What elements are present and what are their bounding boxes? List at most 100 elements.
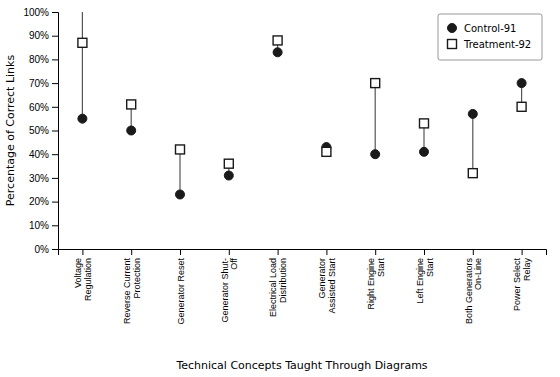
y-tick-label: 10% bbox=[29, 220, 49, 231]
y-axis-line bbox=[52, 13, 59, 250]
x-tick-label-line: Generator Shut- bbox=[220, 258, 230, 323]
x-tick-label: Generator Reset bbox=[176, 258, 186, 325]
chart: 0%10%20%30%40%50%60%70%80%90%100%Voltage… bbox=[0, 0, 560, 377]
y-tick-label: 100% bbox=[23, 7, 49, 18]
x-tick-label: Left EngineStart bbox=[415, 258, 435, 304]
plot: 0%10%20%30%40%50%60%70%80%90%100%Voltage… bbox=[23, 7, 546, 325]
point bbox=[78, 114, 87, 123]
x-tick-mark bbox=[375, 249, 376, 255]
x-tick-label-line: Generator bbox=[317, 258, 327, 299]
x-tick: VoltageRegulation bbox=[73, 249, 93, 301]
y-tick-label: 50% bbox=[29, 125, 49, 136]
x-axis: VoltageRegulation Reverse CurrentProtecti… bbox=[59, 249, 547, 325]
point bbox=[127, 126, 136, 135]
y-tick-mark bbox=[52, 202, 58, 203]
point bbox=[78, 38, 87, 47]
x-tick-mark bbox=[82, 249, 83, 255]
x-tick-label-line: Assisted Start bbox=[327, 258, 337, 314]
legend-label: Control-91 bbox=[464, 23, 516, 34]
x-tick-label-line: Off bbox=[229, 258, 239, 270]
y-tick-mark bbox=[52, 107, 58, 108]
y-tick-mark bbox=[52, 249, 58, 250]
x-tick-mark bbox=[424, 249, 425, 255]
x-tick-label-line: Start bbox=[376, 258, 386, 278]
x-axis-title: Technical Concepts Taught Through Diagra… bbox=[175, 359, 427, 372]
y-tick-label: 90% bbox=[29, 30, 49, 41]
y-tick: 10% bbox=[29, 220, 58, 231]
point bbox=[468, 169, 477, 178]
x-tick-mark bbox=[229, 249, 230, 255]
x-tick: Electrical LoadDistribution bbox=[268, 249, 288, 317]
point bbox=[517, 102, 526, 111]
x-tick: Both GeneratorsOn-Line bbox=[464, 249, 484, 324]
x-tick-mark bbox=[473, 249, 474, 255]
point bbox=[176, 190, 185, 199]
x-tick-label: Power SelectRelay bbox=[512, 258, 532, 312]
y-tick-label: 60% bbox=[29, 102, 49, 113]
y-tick-mark bbox=[52, 154, 58, 155]
y-tick: 40% bbox=[29, 149, 58, 160]
y-tick-mark bbox=[52, 225, 58, 226]
y-tick: 0% bbox=[35, 244, 58, 255]
point bbox=[127, 100, 136, 109]
connector bbox=[375, 83, 376, 154]
x-tick-label-line: Electrical Load bbox=[268, 258, 278, 317]
x-tick-label-line: Generator Reset bbox=[176, 258, 186, 325]
connector bbox=[179, 149, 180, 194]
y-tick-mark bbox=[52, 83, 58, 84]
x-tick-label-line: Power Select bbox=[512, 258, 522, 312]
legend-symbol bbox=[448, 40, 457, 49]
x-tick-label-line: Reverse Current bbox=[122, 258, 132, 325]
x-tick-label-line: Distribution bbox=[278, 258, 288, 303]
y-tick: 60% bbox=[29, 102, 58, 113]
point bbox=[517, 79, 526, 88]
x-tick-label-line: Relay bbox=[522, 258, 532, 282]
x-tick-label: VoltageRegulation bbox=[73, 258, 93, 301]
y-tick-mark bbox=[52, 131, 58, 132]
legend-item: Treatment-92 bbox=[448, 39, 532, 50]
x-tick-label: Right EngineStart bbox=[366, 258, 386, 310]
y-tick-mark bbox=[52, 36, 58, 37]
x-tick: Generator Shut-Off bbox=[220, 249, 240, 323]
x-axis-line bbox=[59, 250, 547, 256]
y-tick-mark bbox=[52, 59, 58, 60]
y-tick-mark bbox=[52, 12, 58, 13]
point bbox=[273, 36, 282, 45]
y-tick: 100% bbox=[23, 7, 58, 18]
x-tick: Generator Reset bbox=[176, 249, 186, 325]
point bbox=[420, 119, 429, 128]
y-tick: 70% bbox=[29, 78, 58, 89]
y-tick-label: 20% bbox=[29, 196, 49, 207]
y-tick-label: 0% bbox=[35, 244, 50, 255]
x-tick-mark bbox=[326, 249, 327, 255]
x-tick-label-line: Protection bbox=[132, 258, 142, 299]
x-tick-label: Generator Shut-Off bbox=[220, 258, 240, 323]
point bbox=[224, 171, 233, 180]
y-tick-label: 80% bbox=[29, 54, 49, 65]
legend-label: Treatment-92 bbox=[463, 39, 531, 50]
y-tick: 80% bbox=[29, 54, 58, 65]
series bbox=[78, 48, 526, 199]
x-tick: Power SelectRelay bbox=[512, 249, 532, 311]
point bbox=[224, 159, 233, 168]
x-tick-label-line: Start bbox=[425, 258, 435, 278]
x-tick-label: Both GeneratorsOn-Line bbox=[464, 258, 484, 325]
x-tick: Left EngineStart bbox=[415, 249, 435, 304]
point bbox=[176, 145, 185, 154]
x-tick-label-line: Both Generators bbox=[464, 258, 474, 325]
x-tick-label-line: Regulation bbox=[83, 258, 93, 301]
x-tick-label-line: On-Line bbox=[473, 258, 483, 290]
y-axis: 0%10%20%30%40%50%60%70%80%90%100% bbox=[23, 7, 58, 255]
x-tick-label: GeneratorAssisted Start bbox=[317, 258, 337, 314]
y-tick: 20% bbox=[29, 196, 58, 207]
point bbox=[468, 109, 477, 118]
x-tick-mark bbox=[278, 249, 279, 255]
point bbox=[371, 150, 380, 159]
x-tick-label: Electrical LoadDistribution bbox=[268, 258, 288, 317]
point bbox=[273, 48, 282, 57]
x-tick: Reverse CurrentProtection bbox=[122, 249, 142, 324]
y-tick-label: 40% bbox=[29, 149, 49, 160]
x-tick-mark bbox=[131, 249, 132, 255]
connector bbox=[472, 114, 473, 173]
y-tick: 90% bbox=[29, 30, 58, 41]
